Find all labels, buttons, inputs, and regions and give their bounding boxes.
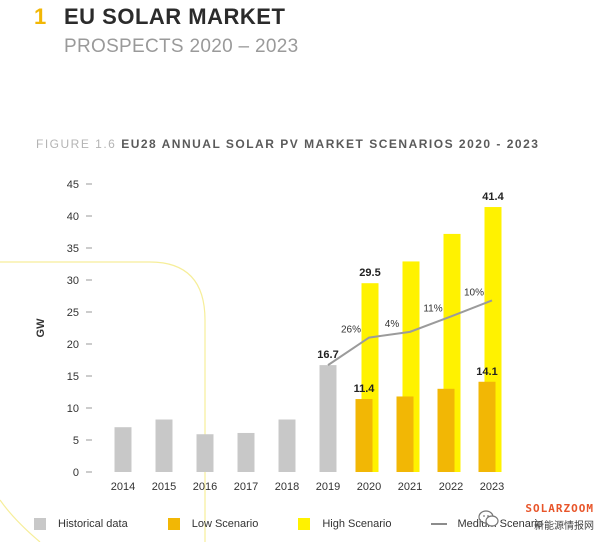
bar-historical [319, 365, 337, 472]
legend-swatch-medium [431, 523, 448, 525]
x-tick-label: 2022 [439, 481, 463, 493]
figure-title: EU28 ANNUAL SOLAR PV MARKET SCENARIOS 20… [121, 137, 540, 151]
medium-scenario-line [327, 299, 493, 366]
chart-labels: 16.7 29.5 11.4 41.4 14.1 26% 4% 11% 10% [317, 191, 504, 395]
legend-item-low: Low Scenario [167, 518, 259, 530]
bar-low-scenario [478, 381, 496, 472]
legend-swatch-high [298, 518, 311, 530]
chart-bars [114, 207, 502, 473]
x-tick-label: 2018 [275, 481, 299, 493]
figure-label: FIGURE 1.6 [36, 137, 117, 151]
x-tick-label: 2019 [316, 481, 340, 493]
legend-swatch-low [167, 518, 180, 530]
y-tick-label: 10 [67, 403, 79, 415]
x-axis: 2014 2015 2016 2017 2018 2019 2020 2021 2022 2023 [111, 481, 504, 493]
data-label: 16.7 [317, 349, 338, 361]
legend-item-historical: Historical data [34, 518, 128, 530]
y-tick-label: 15 [67, 371, 79, 383]
y-tick-label: 25 [67, 307, 79, 319]
page-subtitle: PROSPECTS 2020 – 2023 [64, 36, 299, 57]
data-label: 29.5 [359, 267, 380, 279]
y-tick-label: 0 [73, 467, 79, 479]
legend-label-medium: Medium Scenario [457, 518, 544, 530]
legend-item-high: High Scenario [298, 518, 391, 530]
figure-caption: FIGURE 1.6 EU28 ANNUAL SOLAR PV MARKET S… [36, 137, 539, 151]
watermark-chinese: 新能源情报网 [534, 521, 594, 532]
y-tick-label: 45 [67, 179, 79, 191]
bar-low-scenario [355, 399, 373, 472]
bar-historical [155, 419, 173, 472]
growth-label: 4% [385, 319, 400, 330]
legend-label-high: High Scenario [322, 518, 392, 530]
legend-label-low: Low Scenario [191, 518, 259, 530]
wechat-icon [478, 510, 499, 527]
medium-scenario-line-group [327, 299, 493, 366]
x-tick-label: 2020 [357, 481, 381, 493]
y-tick-label: 40 [67, 211, 79, 223]
x-tick-label: 2017 [234, 481, 258, 493]
watermark-brand: SOLARZOOM [525, 502, 594, 515]
data-label: 14.1 [476, 366, 497, 378]
x-tick-label: 2021 [398, 481, 422, 493]
y-axis: 0 5 10 15 20 25 30 35 40 45 GW [35, 179, 92, 479]
x-tick-label: 2016 [193, 481, 217, 493]
growth-label: 10% [464, 287, 484, 298]
watermark: SOLARZOOM 新能源情报网 [478, 500, 598, 540]
x-tick-label: 2015 [152, 481, 176, 493]
growth-label: 26% [341, 325, 361, 336]
bar-low-scenario [396, 396, 414, 472]
bar-historical [278, 419, 296, 472]
bar-historical [237, 432, 255, 472]
bar-historical [114, 427, 132, 472]
y-axis-label: GW [35, 318, 47, 338]
y-tick-label: 30 [67, 275, 79, 287]
chart-legend: Historical data Low Scenario High Scenar… [34, 518, 583, 530]
x-tick-label: 2023 [480, 481, 504, 493]
page-title: EU SOLAR MARKET [64, 4, 286, 29]
bar-low-scenario [437, 388, 455, 472]
y-tick-label: 5 [73, 435, 79, 447]
y-tick-label: 35 [67, 243, 79, 255]
x-tick-label: 2014 [111, 481, 135, 493]
section-number: 1 [34, 4, 47, 29]
growth-label: 11% [423, 303, 442, 314]
bar-historical [196, 434, 214, 472]
y-tick-label: 20 [67, 339, 79, 351]
legend-swatch-historical [34, 518, 46, 530]
data-label: 41.4 [482, 191, 504, 203]
data-label: 11.4 [354, 383, 376, 395]
legend-item-medium: Medium Scenario [431, 518, 543, 530]
legend-label-historical: Historical data [58, 518, 128, 530]
